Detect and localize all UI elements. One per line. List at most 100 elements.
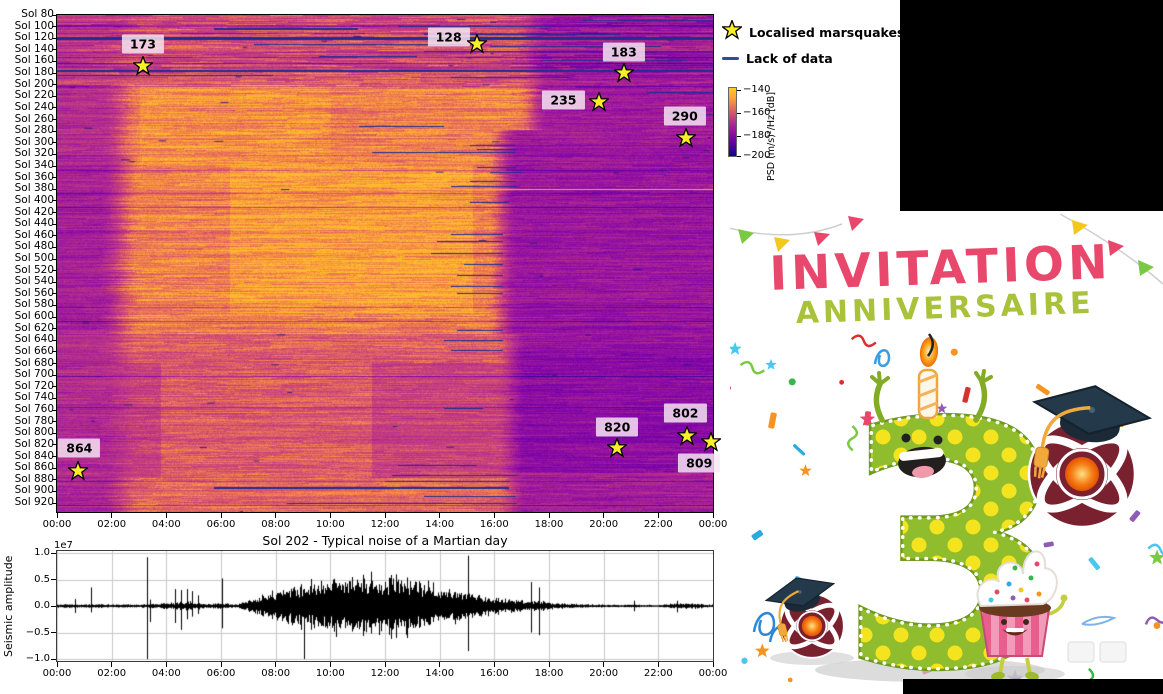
confetti-piece [1153, 622, 1161, 629]
marsquake-star [605, 436, 629, 458]
time-tick [165, 662, 167, 667]
sol-tick-label: Sol 240 [14, 100, 54, 113]
amp-tick-label: −0.5 [25, 626, 50, 638]
sol-tick-label: Sol 340 [14, 159, 54, 172]
watermark-box [1099, 641, 1127, 663]
sol-tick [52, 153, 57, 155]
sol-tick-label: Sol 620 [14, 321, 54, 334]
legend: Localised marsquakes Lack of data [720, 18, 904, 73]
confetti-piece [751, 529, 764, 541]
confetti-piece [871, 443, 881, 453]
marsquake-label: 290 [663, 106, 706, 126]
marsquake-star [587, 90, 611, 112]
cupcake-face [1001, 619, 1029, 636]
bunting-flags [730, 213, 1163, 285]
confetti-piece [799, 464, 812, 476]
confetti-piece [788, 378, 796, 386]
marsquake-star [675, 424, 699, 446]
sol-tick-label: Sol 740 [14, 391, 54, 404]
confetti-piece [793, 444, 806, 456]
sol-tick-label: Sol 380 [14, 182, 54, 195]
sol-tick-label: Sol 260 [14, 112, 54, 125]
sol-tick-label: Sol 540 [14, 275, 54, 288]
marsquake-label: 809 [678, 453, 721, 473]
sol-tick [52, 432, 57, 434]
marsquake-star [612, 61, 636, 83]
confetti-piece [1043, 541, 1054, 548]
shadow [965, 666, 1065, 682]
sol-tick-label: Sol 900 [14, 484, 54, 497]
sol-tick [52, 60, 57, 62]
sol-tick-label: Sol 320 [14, 147, 54, 160]
marsquake-label: 864 [58, 438, 101, 458]
sol-tick-label: Sol 420 [14, 205, 54, 218]
confetti-piece [846, 425, 859, 452]
confetti-piece [1035, 383, 1050, 396]
sol-tick-label: Sol 580 [14, 298, 54, 311]
time-tick-label: 10:00 [315, 519, 345, 530]
marsquake-label: 820 [596, 417, 639, 437]
time-tick-label: 18:00 [534, 668, 564, 679]
sol-tick [52, 200, 57, 202]
time-tick [439, 662, 441, 667]
confetti-piece [936, 402, 948, 414]
number-arms [870, 369, 993, 423]
colorbar-tick-label: −180 [743, 130, 771, 141]
colorbar-tick-label: −200 [743, 150, 771, 161]
confetti-piece [741, 657, 748, 664]
sol-tick-label: Sol 160 [14, 54, 54, 67]
marsquake-star [699, 430, 723, 452]
sol-tick-label: Sol 760 [14, 403, 54, 416]
seismogram-ylabel: Seismic amplitude [2, 555, 15, 657]
confetti-piece [1088, 557, 1101, 570]
confetti-piece [787, 677, 793, 683]
time-tick [329, 513, 331, 518]
sprinkles [988, 561, 1042, 603]
time-tick-label: 16:00 [479, 668, 509, 679]
marsquake-label: 802 [664, 403, 707, 423]
confetti-piece [850, 334, 877, 348]
time-tick-label: 06:00 [206, 668, 236, 679]
colorbar-tick [737, 155, 741, 157]
number-face [898, 433, 946, 479]
sol-tick-label: Sol 840 [14, 449, 54, 462]
confetti-piece [768, 412, 777, 429]
confetti-piece [1147, 543, 1163, 556]
sol-tick [52, 444, 57, 446]
marsquake-star-icon [720, 18, 744, 44]
sol-tick [52, 165, 57, 167]
legend-gap-label: Lack of data [746, 51, 833, 66]
sol-tick [52, 223, 57, 225]
confetti-piece [754, 643, 770, 658]
sol-tick-label: Sol 920 [14, 496, 54, 508]
sol-tick [52, 351, 57, 353]
sol-tick [52, 177, 57, 179]
time-tick [165, 513, 167, 518]
time-tick-label: 22:00 [643, 519, 673, 530]
time-tick-label: 22:00 [643, 668, 673, 679]
time-tick [329, 662, 331, 667]
sol-tick-label: Sol 280 [14, 124, 54, 137]
watermark-box [1067, 641, 1095, 663]
time-tick [657, 513, 659, 518]
sol-tick-label: Sol 880 [14, 472, 54, 485]
sol-tick-label: Sol 300 [14, 135, 54, 148]
amp-tick [51, 579, 56, 580]
axis-offset-label: 1e7 [54, 540, 73, 551]
time-tick-label: 00:00 [698, 668, 728, 679]
time-tick [275, 513, 277, 518]
candle-icon [917, 333, 939, 420]
time-tick [275, 662, 277, 667]
time-tick [220, 662, 222, 667]
time-tick [384, 513, 386, 518]
sol-tick-label: Sol 680 [14, 356, 54, 369]
marsquake-label: 235 [542, 90, 585, 110]
time-tick-label: 04:00 [151, 519, 181, 530]
confetti-piece [839, 379, 845, 385]
time-tick-label: 10:00 [315, 668, 345, 679]
sol-tick [52, 49, 57, 51]
time-tick [439, 513, 441, 518]
sol-tick [52, 339, 57, 341]
time-tick [493, 662, 495, 667]
